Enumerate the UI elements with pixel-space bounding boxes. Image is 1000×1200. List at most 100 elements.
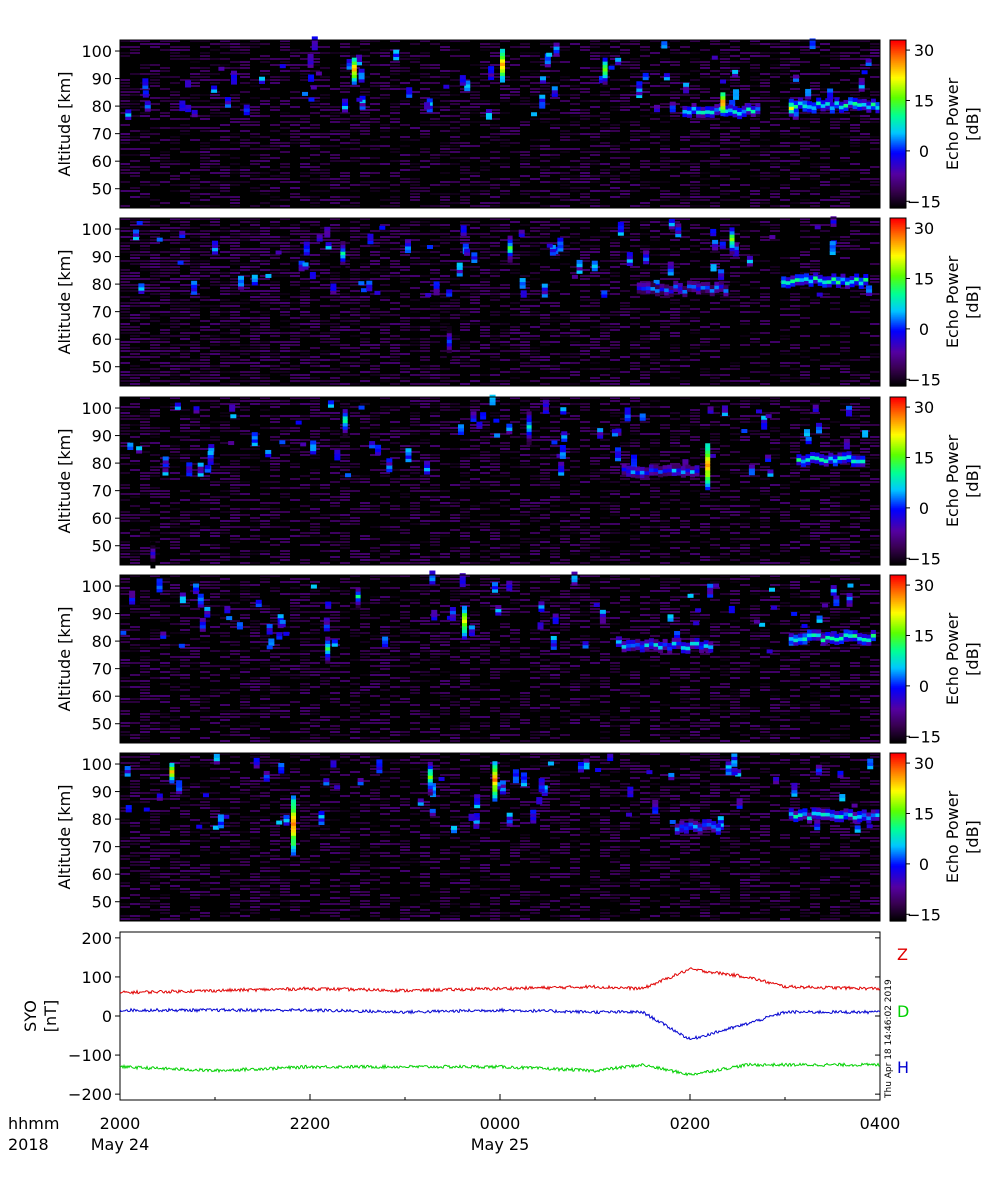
noise-cell [690,190,700,192]
noise-cell [190,347,200,349]
noise-cell [300,230,310,232]
noise-cell [180,124,190,126]
noise-cell [190,85,200,87]
noise-cell [590,115,600,117]
noise-cell [670,73,680,75]
noise-cell [830,178,840,180]
noise-cell [810,166,820,168]
noise-cell [440,70,450,72]
noise-cell [450,284,460,286]
noise-cell [230,136,240,138]
noise-cell [150,347,160,349]
colorbar-cell [890,96,906,99]
echo-cell [636,91,643,96]
noise-cell [840,326,850,328]
noise-cell [570,362,580,364]
noise-cell [330,199,340,201]
noise-cell [170,269,180,271]
colorbar-cell [890,172,906,175]
noise-cell [780,112,790,114]
noise-cell [280,79,290,81]
noise-cell [850,290,860,292]
noise-cell [390,106,400,108]
noise-cell [250,248,260,250]
noise-cell [150,320,160,322]
colorbar-cell [890,190,906,193]
noise-cell [280,251,290,253]
noise-cell [280,175,290,177]
echo-cell [356,97,363,102]
noise-cell [690,199,700,201]
column-cell [500,58,505,63]
noise-cell [140,254,150,256]
noise-cell [580,311,590,313]
noise-cell [560,353,570,355]
noise-cell [670,245,680,247]
noise-cell [670,76,680,78]
column-cell [446,349,452,354]
noise-cell [840,52,850,54]
noise-cell [650,112,660,114]
noise-cell [470,308,480,310]
noise-cell [230,314,240,316]
noise-cell [220,187,230,189]
noise-cell [470,221,480,223]
noise-cell [460,347,470,349]
noise-cell [780,353,790,355]
noise-cell [820,112,830,114]
noise-cell [640,109,650,111]
noise-cell [300,166,310,168]
noise-cell [240,121,250,123]
noise-cell [330,109,340,111]
noise-cell [430,218,440,220]
noise-cell [280,112,290,114]
column-cell [788,109,794,114]
noise-cell [760,52,770,54]
noise-cell [430,184,440,186]
noise-cell [600,175,610,177]
noise-cell [200,73,210,75]
noise-cell [610,368,620,370]
colorbar-cell [890,226,906,229]
noise-cell [790,40,800,42]
noise-cell [570,79,580,81]
noise-cell [640,103,650,105]
noise-cell [230,341,240,343]
noise-cell [390,350,400,352]
noise-cell [260,290,270,292]
noise-cell [140,230,150,232]
noise-cell [260,353,270,355]
echo-cell [720,79,727,84]
column-cell [720,102,726,107]
echo-cell [307,53,314,58]
noise-cell [670,254,680,256]
noise-cell [410,199,420,201]
noise-cell [380,88,390,90]
noise-cell [420,121,430,123]
noise-cell [410,61,420,63]
noise-cell [410,224,420,226]
noise-cell [300,118,310,120]
noise-cell [460,383,470,385]
noise-cell [530,88,540,90]
noise-cell [310,281,320,283]
noise-cell [610,166,620,168]
layer-cell [737,107,743,112]
noise-cell [460,106,470,108]
noise-cell [620,43,630,45]
noise-cell [610,190,620,192]
noise-cell [320,251,330,253]
noise-cell [680,356,690,358]
noise-cell [630,400,640,402]
noise-cell [550,166,560,168]
column-cell [729,250,735,255]
noise-cell [850,163,860,165]
noise-cell [310,221,320,223]
noise-cell [850,374,860,376]
noise-cell [660,269,670,271]
noise-cell [540,85,550,87]
noise-cell [840,383,850,385]
noise-cell [130,187,140,189]
